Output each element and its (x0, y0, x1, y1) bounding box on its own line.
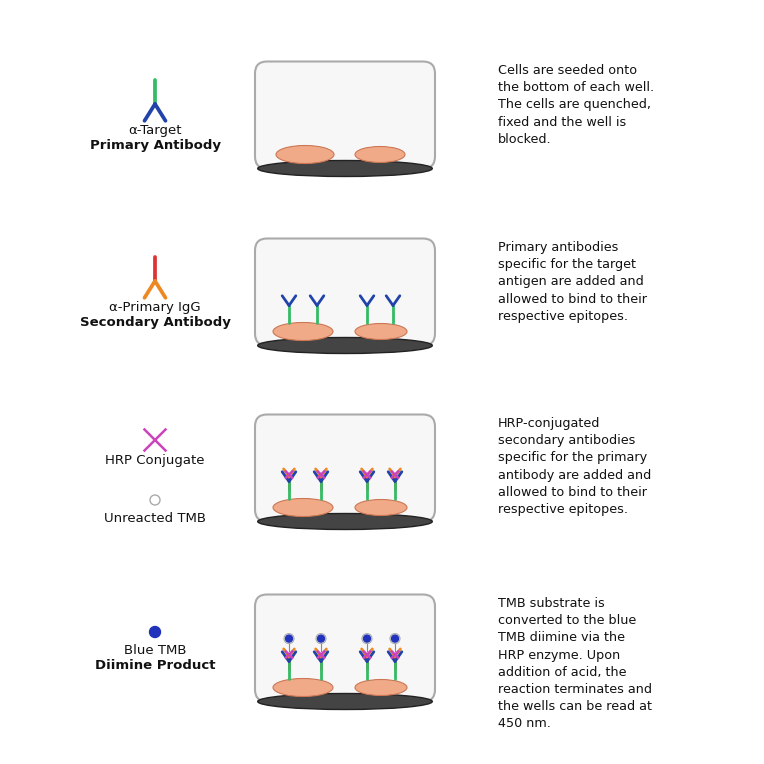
Text: HRP Conjugate: HRP Conjugate (105, 454, 205, 467)
Ellipse shape (390, 633, 400, 643)
Text: Cells are seeded onto
the bottom of each well.
The cells are quenched,
fixed and: Cells are seeded onto the bottom of each… (498, 64, 654, 146)
Ellipse shape (257, 338, 432, 354)
Ellipse shape (273, 498, 333, 516)
Ellipse shape (150, 626, 160, 637)
Ellipse shape (273, 678, 333, 697)
Ellipse shape (362, 633, 372, 643)
Ellipse shape (318, 635, 325, 642)
Text: Primary antibodies
specific for the target
antigen are added and
allowed to bind: Primary antibodies specific for the targ… (498, 241, 647, 323)
Text: Blue TMB: Blue TMB (124, 644, 186, 657)
Ellipse shape (273, 322, 333, 341)
Text: HRP-conjugated
secondary antibodies
specific for the primary
antibody are added : HRP-conjugated secondary antibodies spec… (498, 417, 651, 516)
Text: Diimine Product: Diimine Product (95, 659, 215, 672)
Text: α-Target: α-Target (128, 124, 182, 137)
Text: Unreacted TMB: Unreacted TMB (104, 512, 206, 525)
Ellipse shape (355, 323, 407, 339)
FancyBboxPatch shape (255, 61, 435, 169)
Ellipse shape (355, 679, 407, 695)
Ellipse shape (257, 513, 432, 529)
Ellipse shape (286, 635, 293, 642)
Ellipse shape (355, 147, 405, 163)
Text: α-Primary IgG: α-Primary IgG (109, 301, 201, 314)
FancyBboxPatch shape (255, 594, 435, 701)
Ellipse shape (391, 635, 399, 642)
FancyBboxPatch shape (255, 415, 435, 522)
Ellipse shape (355, 500, 407, 516)
Ellipse shape (276, 145, 334, 163)
Text: Secondary Antibody: Secondary Antibody (79, 316, 231, 329)
Ellipse shape (257, 694, 432, 710)
Ellipse shape (316, 633, 326, 643)
Ellipse shape (150, 495, 160, 505)
Ellipse shape (284, 633, 294, 643)
Ellipse shape (364, 635, 371, 642)
FancyBboxPatch shape (255, 238, 435, 345)
Ellipse shape (257, 160, 432, 176)
Text: TMB substrate is
converted to the blue
TMB diimine via the
HRP enzyme. Upon
addi: TMB substrate is converted to the blue T… (498, 597, 652, 730)
Text: Primary Antibody: Primary Antibody (89, 139, 221, 152)
